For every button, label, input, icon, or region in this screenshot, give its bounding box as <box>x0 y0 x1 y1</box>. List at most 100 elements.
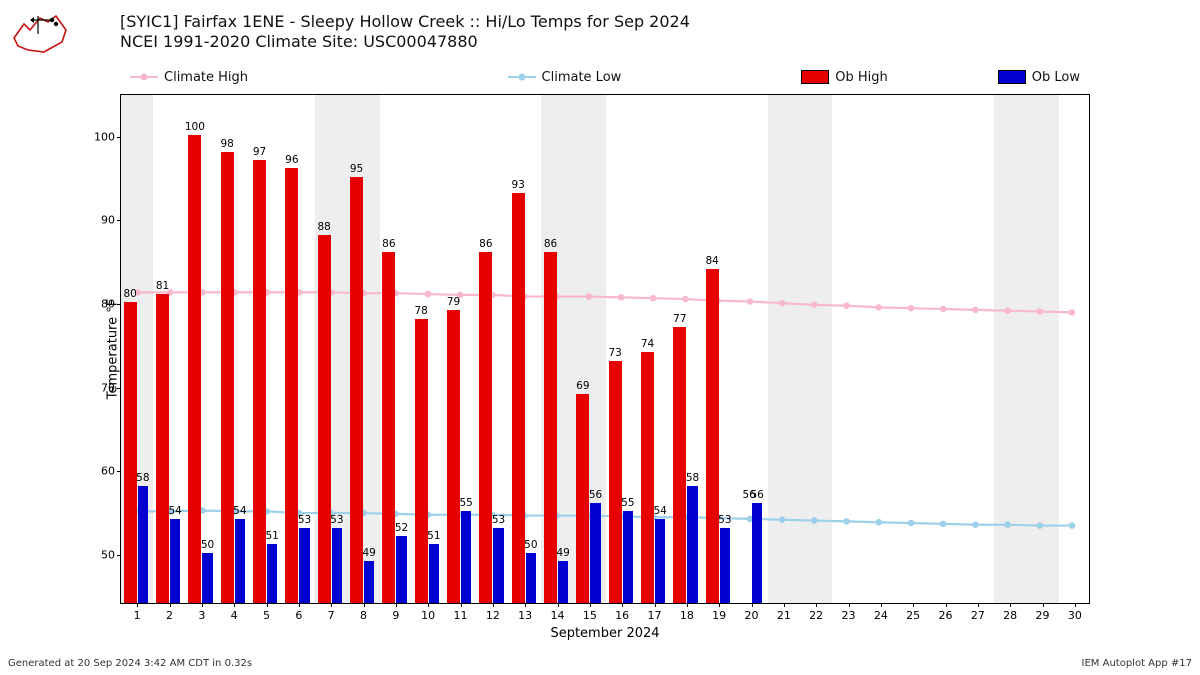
x-tick-mark <box>1075 603 1076 607</box>
x-tick-mark <box>590 603 591 607</box>
bar-ob-high-label: 86 <box>382 238 395 250</box>
weekend-band <box>800 95 832 603</box>
bar-ob-low <box>396 536 406 603</box>
bar-ob-low-label: 55 <box>621 497 634 509</box>
bar-ob-low <box>558 561 568 603</box>
x-tick-mark <box>267 603 268 607</box>
bar-ob-low <box>461 511 471 603</box>
bar-ob-low <box>429 544 439 603</box>
x-axis-label: September 2024 <box>550 626 659 641</box>
bar-ob-high <box>188 135 201 603</box>
x-tick-mark <box>849 603 850 607</box>
bar-ob-high-label: 86 <box>479 238 492 250</box>
bar-ob-high <box>318 235 331 603</box>
bar-ob-high-label: 79 <box>447 296 460 308</box>
x-tick-mark <box>719 603 720 607</box>
x-tick-mark <box>913 603 914 607</box>
legend-label: Climate Low <box>542 70 622 85</box>
x-tick-mark <box>137 603 138 607</box>
bar-ob-low-label: 53 <box>298 514 311 526</box>
bar-ob-high-label: 78 <box>415 305 428 317</box>
bar-ob-high <box>382 252 395 603</box>
y-tick-mark <box>117 304 121 305</box>
bar-ob-high <box>350 177 363 603</box>
title-line-1: [SYIC1] Fairfax 1ENE - Sleepy Hollow Cre… <box>120 12 690 32</box>
bar-ob-low-label: 50 <box>524 539 537 551</box>
x-tick-mark <box>784 603 785 607</box>
bar-ob-low <box>202 553 212 603</box>
x-tick-mark <box>493 603 494 607</box>
x-tick-mark <box>558 603 559 607</box>
bar-ob-high <box>512 193 525 603</box>
legend-climate-high: Climate High <box>130 70 248 85</box>
bar-ob-low-label: 51 <box>265 530 278 542</box>
bar-ob-low <box>752 503 762 603</box>
bar-ob-high-label: 74 <box>641 338 654 350</box>
x-tick-mark <box>655 603 656 607</box>
bar-ob-high-label: 100 <box>185 121 205 133</box>
x-tick-mark <box>1043 603 1044 607</box>
bar-ob-low <box>687 486 697 603</box>
footer-app: IEM Autoplot App #17 <box>1082 658 1192 669</box>
bar-ob-high <box>156 294 169 603</box>
legend-label: Ob High <box>835 70 888 85</box>
legend: Climate High Climate Low Ob High Ob Low <box>120 65 1090 89</box>
x-tick-mark <box>687 603 688 607</box>
bar-ob-high-label: 69 <box>576 380 589 392</box>
bar-ob-high <box>447 310 460 603</box>
bar-ob-low-label: 56 <box>589 489 602 501</box>
bar-ob-high-label: 80 <box>124 288 137 300</box>
bar-ob-low <box>623 511 633 603</box>
bar-ob-high <box>124 302 137 603</box>
y-tick-mark <box>117 471 121 472</box>
x-tick-mark <box>816 603 817 607</box>
bar-ob-high-label: 84 <box>706 255 719 267</box>
legend-label: Climate High <box>164 70 248 85</box>
bar-ob-high-label: 95 <box>350 163 363 175</box>
bar-ob-high-label: 97 <box>253 146 266 158</box>
bar-ob-low-label: 54 <box>168 505 181 517</box>
bar-ob-high-label: 98 <box>221 138 234 150</box>
bar-ob-high-label: 96 <box>285 154 298 166</box>
bar-ob-low-label: 54 <box>653 505 666 517</box>
x-tick-mark <box>364 603 365 607</box>
iem-logo-icon <box>10 8 72 58</box>
bar-ob-high <box>641 352 654 603</box>
bar-ob-low-label: 58 <box>136 472 149 484</box>
y-tick-mark <box>117 137 121 138</box>
bar-ob-low <box>655 519 665 603</box>
x-tick-mark <box>622 603 623 607</box>
x-tick-mark <box>331 603 332 607</box>
bar-ob-low-label: 55 <box>459 497 472 509</box>
bar-ob-low <box>332 528 342 603</box>
bar-ob-low <box>267 544 277 603</box>
legend-climate-low: Climate Low <box>508 70 622 85</box>
bar-ob-low <box>170 519 180 603</box>
bar-ob-low <box>235 519 245 603</box>
bar-ob-high <box>609 361 622 603</box>
bar-ob-low-label: 53 <box>330 514 343 526</box>
bar-ob-high <box>673 327 686 603</box>
bar-ob-high <box>544 252 557 603</box>
bar-ob-high-label: 73 <box>609 347 622 359</box>
legend-ob-high: Ob High <box>801 70 888 85</box>
bar-ob-high <box>479 252 492 603</box>
y-tick-mark <box>117 220 121 221</box>
bar-ob-low-label: 56 <box>750 489 763 501</box>
bar-ob-low-label: 53 <box>718 514 731 526</box>
bar-ob-low-label: 50 <box>201 539 214 551</box>
legend-ob-low: Ob Low <box>998 70 1080 85</box>
x-tick-mark <box>1010 603 1011 607</box>
bar-ob-low <box>138 486 148 603</box>
bar-ob-low <box>590 503 600 603</box>
footer-generated: Generated at 20 Sep 2024 3:42 AM CDT in … <box>8 658 252 669</box>
x-tick-mark <box>946 603 947 607</box>
bar-ob-low-label: 51 <box>427 530 440 542</box>
title-line-2: NCEI 1991-2020 Climate Site: USC00047880 <box>120 32 690 52</box>
legend-label: Ob Low <box>1032 70 1080 85</box>
bar-ob-high <box>706 269 719 603</box>
bar-ob-high <box>285 168 298 603</box>
x-tick-mark <box>396 603 397 607</box>
x-tick-mark <box>525 603 526 607</box>
x-tick-mark <box>978 603 979 607</box>
